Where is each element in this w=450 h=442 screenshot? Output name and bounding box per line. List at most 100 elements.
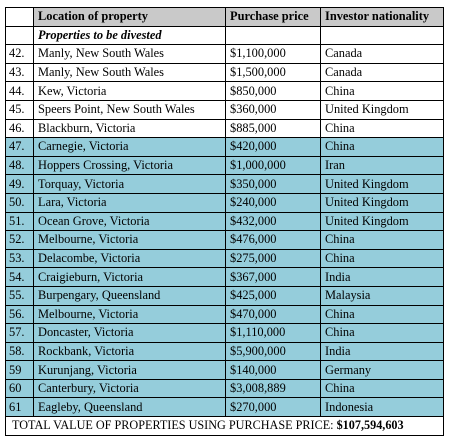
table-row: 54. Craigieburn, Victoria $367,000 India (5, 267, 444, 287)
subheader-empty-nationality (320, 25, 444, 46)
row-number: 45. (5, 99, 34, 120)
table-row: 51. Ocean Grove, Victoria $432,000 United K… (5, 211, 444, 232)
row-location: Burpengary, Queensland (33, 285, 226, 306)
row-location: Lara, Victoria (33, 192, 226, 213)
row-number: 48. (5, 155, 34, 176)
row-nationality: Canada (320, 62, 444, 83)
row-location: Craigieburn, Victoria (33, 267, 226, 287)
row-number: 55. (5, 285, 34, 306)
row-location: Rockbank, Victoria (33, 341, 226, 362)
table-row: 55. Burpengary, Queensland $425,000 Malaysi… (5, 285, 444, 306)
row-nationality: China (320, 248, 444, 269)
row-price: $140,000 (225, 360, 321, 380)
row-nationality: United Kingdom (320, 211, 444, 232)
total-cell: TOTAL VALUE OF PROPERTIES USING PURCHASE… (5, 416, 444, 436)
row-number: 43. (5, 62, 34, 83)
row-nationality: United Kingdom (320, 174, 444, 194)
total-label: TOTAL VALUE OF PROPERTIES USING PURCHASE… (12, 418, 334, 433)
row-location: Eagleby, Queensland (33, 397, 226, 418)
row-nationality: India (320, 341, 444, 362)
row-nationality: Canada (320, 44, 444, 64)
table-row: 50. Lara, Victoria $240,000 United Kingdom (5, 192, 444, 213)
table-row: 57. Doncaster, Victoria $1,110,000 China (5, 323, 444, 343)
row-nationality: China (320, 137, 444, 157)
row-nationality: China (320, 118, 444, 139)
row-nationality: China (320, 323, 444, 343)
row-number: 51. (5, 211, 34, 232)
total-value: $107,594,603 (336, 418, 404, 433)
row-number: 52. (5, 230, 34, 250)
table-row: 53. Delacombe, Victoria $275,000 China (5, 248, 444, 269)
subheader-number (5, 25, 34, 46)
row-price: $885,000 (225, 118, 321, 139)
row-number: 60 (5, 378, 34, 399)
row-price: $367,000 (225, 267, 321, 287)
table-row: 48. Hoppers Crossing, Victoria $1,000,000 I… (5, 155, 444, 176)
header-number (5, 7, 34, 27)
table-row: 44. Kew, Victoria $850,000 China (5, 81, 444, 101)
row-nationality: Indonesia (320, 397, 444, 418)
table-row: 56. Melbourne, Victoria $470,000 China (5, 304, 444, 325)
row-nationality: Malaysia (320, 285, 444, 306)
row-number: 44. (5, 81, 34, 101)
row-price: $425,000 (225, 285, 321, 306)
row-location: Doncaster, Victoria (33, 323, 226, 343)
row-location: Torquay, Victoria (33, 174, 226, 194)
row-price: $350,000 (225, 174, 321, 194)
row-price: $1,000,000 (225, 155, 321, 176)
row-number: 50. (5, 192, 34, 213)
table-row: 61 Eagleby, Queensland $270,000 Indonesia (5, 397, 444, 418)
row-nationality: China (320, 81, 444, 101)
row-price: $1,110,000 (225, 323, 321, 343)
row-price: $5,900,000 (225, 341, 321, 362)
row-nationality: Iran (320, 155, 444, 176)
row-nationality: China (320, 230, 444, 250)
table-row: 43. Manly, New South Wales $1,500,000 Canad… (5, 62, 444, 83)
row-number: 57. (5, 323, 34, 343)
row-number: 49. (5, 174, 34, 194)
row-price: $1,500,000 (225, 62, 321, 83)
row-price: $270,000 (225, 397, 321, 418)
row-location: Hoppers Crossing, Victoria (33, 155, 226, 176)
properties-table: Location of property Purchase price Inve… (5, 7, 444, 436)
row-location: Ocean Grove, Victoria (33, 211, 226, 232)
row-number: 53. (5, 248, 34, 269)
row-number: 59 (5, 360, 34, 380)
table-row: 58. Rockbank, Victoria $5,900,000 India (5, 341, 444, 362)
row-nationality: China (320, 378, 444, 399)
table-row: 45. Speers Point, New South Wales $360,000… (5, 99, 444, 120)
row-price: $420,000 (225, 137, 321, 157)
row-location: Kurunjang, Victoria (33, 360, 226, 380)
row-location: Kew, Victoria (33, 81, 226, 101)
header-location: Location of property (33, 7, 226, 27)
row-location: Carnegie, Victoria (33, 137, 226, 157)
table-row: 47. Carnegie, Victoria $420,000 China (5, 137, 444, 157)
row-number: 56. (5, 304, 34, 325)
row-location: Canterbury, Victoria (33, 378, 226, 399)
row-number: 47. (5, 137, 34, 157)
row-number: 61 (5, 397, 34, 418)
row-location: Delacombe, Victoria (33, 248, 226, 269)
table-row: 60 Canterbury, Victoria $3,008,889 China (5, 378, 444, 399)
header-price: Purchase price (225, 7, 321, 27)
table-row: 42. Manly, New South Wales $1,100,000 Canad… (5, 44, 444, 64)
row-nationality: United Kingdom (320, 99, 444, 120)
row-price: $470,000 (225, 304, 321, 325)
row-number: 54. (5, 267, 34, 287)
row-location: Blackburn, Victoria (33, 118, 226, 139)
row-location: Manly, New South Wales (33, 44, 226, 64)
row-location: Melbourne, Victoria (33, 304, 226, 325)
header-nationality: Investor nationality (320, 7, 444, 27)
subheader-label: Properties to be divested (33, 25, 226, 46)
row-nationality: India (320, 267, 444, 287)
header-row: Location of property Purchase price Inve… (5, 7, 444, 27)
table-row: 46. Blackburn, Victoria $885,000 China (5, 118, 444, 139)
row-price: $432,000 (225, 211, 321, 232)
row-nationality: Germany (320, 360, 444, 380)
table-row: 49. Torquay, Victoria $350,000 United Kingd… (5, 174, 444, 194)
table-row: 52. Melbourne, Victoria $476,000 China (5, 230, 444, 250)
row-price: $275,000 (225, 248, 321, 269)
row-number: 42. (5, 44, 34, 64)
row-number: 58. (5, 341, 34, 362)
subheader-row: Properties to be divested (5, 25, 444, 46)
